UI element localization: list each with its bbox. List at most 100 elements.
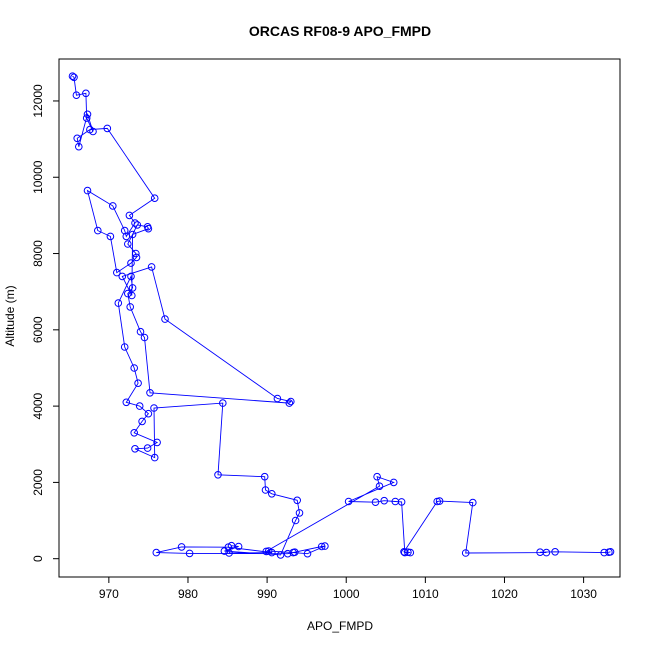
y-tick-label: 10000 [31,160,45,194]
data-point [153,438,161,447]
data-point [400,548,408,556]
x-tick-label: 1020 [491,587,518,601]
data-point [131,219,139,227]
data-point [138,417,146,426]
data-point [273,394,282,403]
data-point [130,364,138,372]
data-point [225,549,233,557]
x-tick-label: 970 [99,587,119,601]
data-point [161,315,169,323]
data-point [118,272,127,281]
data-point [106,232,115,241]
data-point [146,389,154,397]
y-tick-label: 8000 [31,240,45,267]
series-layer [68,72,615,559]
data-point [134,379,142,388]
data-point [140,333,149,342]
data-point [295,509,304,517]
chart-title: ORCAS RF08-9 APO_FMPD [249,23,431,39]
data-point [373,472,381,481]
y-axis: 0 2000 4000 6000 8000 10000 12000 [31,84,60,562]
data-point [321,542,329,550]
data-point [144,224,153,233]
data-point [75,142,83,151]
data-point [344,497,353,506]
series-line [72,75,611,556]
data-point [287,397,295,406]
data-point [127,272,135,281]
y-axis-label: Altitude (m) [3,285,17,346]
x-tick-label: 1030 [570,587,597,601]
data-point [130,429,138,437]
data-point [132,253,141,262]
data-point [150,453,159,462]
x-tick-label: 980 [178,587,198,601]
data-point [132,249,140,258]
data-point [124,240,132,248]
data-point [380,496,389,505]
x-tick-label: 1000 [333,587,360,601]
data-point [133,221,142,229]
data-point [72,91,81,99]
data-point [128,230,137,239]
data-point [125,211,134,220]
data-point [70,73,78,82]
data-point [551,548,559,556]
data-point [128,284,137,292]
data-point [124,289,132,298]
data-point [289,548,298,557]
data-point [83,186,92,195]
data-point [220,547,229,555]
data-point [143,444,152,452]
data-point [82,114,91,122]
x-axis-label: APO_FMPD [307,619,373,633]
data-point [224,543,233,552]
data-point [469,498,477,507]
data-point [389,478,398,487]
data-point [131,445,139,453]
data-point [371,498,380,507]
data-point [122,398,131,407]
data-point [435,497,444,505]
data-point [147,263,156,271]
data-point [375,482,384,491]
data-point [120,226,129,235]
data-point [219,399,227,407]
data-point [291,516,300,525]
data-point [136,327,145,336]
data-point [536,548,544,557]
data-point [150,194,159,202]
plot-frame [58,58,621,578]
x-tick-label: 990 [257,587,277,601]
data-point [150,404,158,412]
data-point [83,110,92,119]
data-point [283,549,292,558]
data-point [293,496,302,505]
data-point [120,343,129,351]
x-tick-label: 1010 [412,587,439,601]
data-point [214,471,222,479]
y-tick-label: 12000 [31,84,45,118]
data-point [127,259,135,267]
data-point [276,551,285,559]
data-point [82,89,90,98]
data-point [260,472,269,481]
data-point [261,486,270,494]
data-point [264,547,273,555]
data-point [126,303,134,311]
data-point [68,72,77,80]
data-point [144,409,153,418]
data-point [185,549,194,558]
data-point [461,549,470,557]
data-point [234,542,243,551]
y-tick-label: 2000 [31,469,45,496]
data-point [401,548,409,557]
data-point [303,549,312,558]
y-tick-label: 4000 [31,392,45,419]
data-point [86,125,94,134]
data-point [262,547,271,556]
data-point [152,548,161,557]
data-point [285,399,294,407]
data-point [177,543,186,551]
data-point [397,498,406,506]
